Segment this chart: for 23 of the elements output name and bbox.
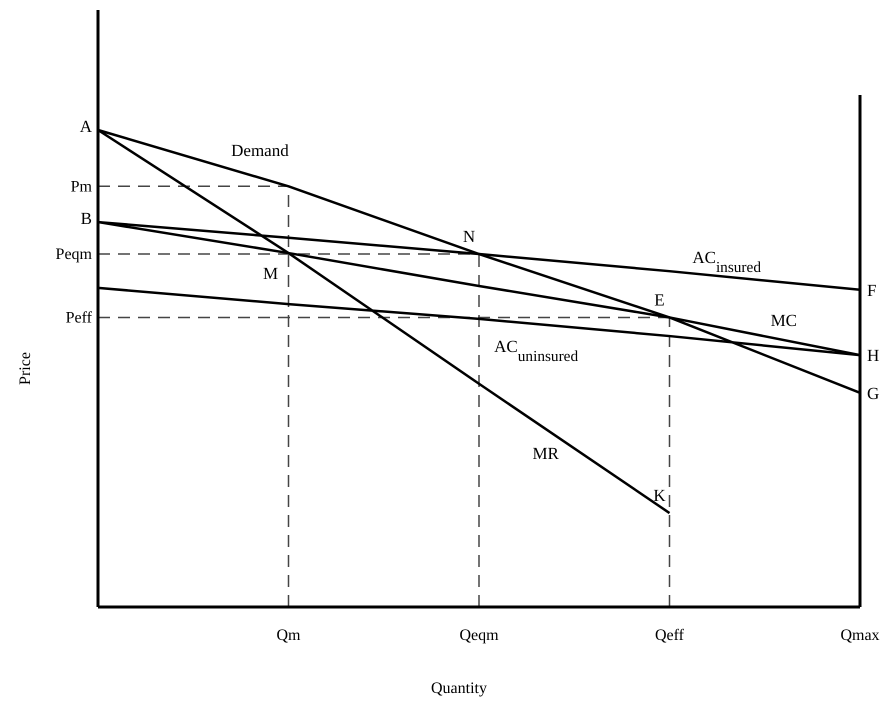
series-label: MR (532, 444, 560, 464)
series-label: AC$_{insured}$ (692, 248, 762, 276)
annotation: H (867, 346, 880, 366)
x-tick-label: Qeff (654, 627, 685, 644)
ref-line-label: Peqm (56, 246, 93, 264)
x-tick-label: Qm (276, 627, 302, 644)
annotation: M (262, 264, 278, 284)
ref-line-label: Peff (66, 309, 93, 326)
ref-line-label: Pm (70, 178, 93, 196)
annotation: F (867, 280, 876, 300)
y-axis-title: Price (17, 352, 34, 385)
annotation: E (654, 290, 665, 310)
x-tick-label: Qeqm (459, 627, 500, 644)
annotation: N (462, 227, 476, 246)
series-label: AC$_{uninsured}$ (494, 337, 578, 365)
series-label: MC (770, 311, 798, 330)
annotation: K (653, 486, 666, 506)
text: B (80, 209, 92, 228)
x-tick-label: Qmax (840, 627, 880, 644)
series-label: Demand (231, 140, 290, 160)
x-axis-title: Quantity (431, 680, 487, 697)
text: A (80, 117, 93, 136)
annotation: G (867, 384, 880, 403)
